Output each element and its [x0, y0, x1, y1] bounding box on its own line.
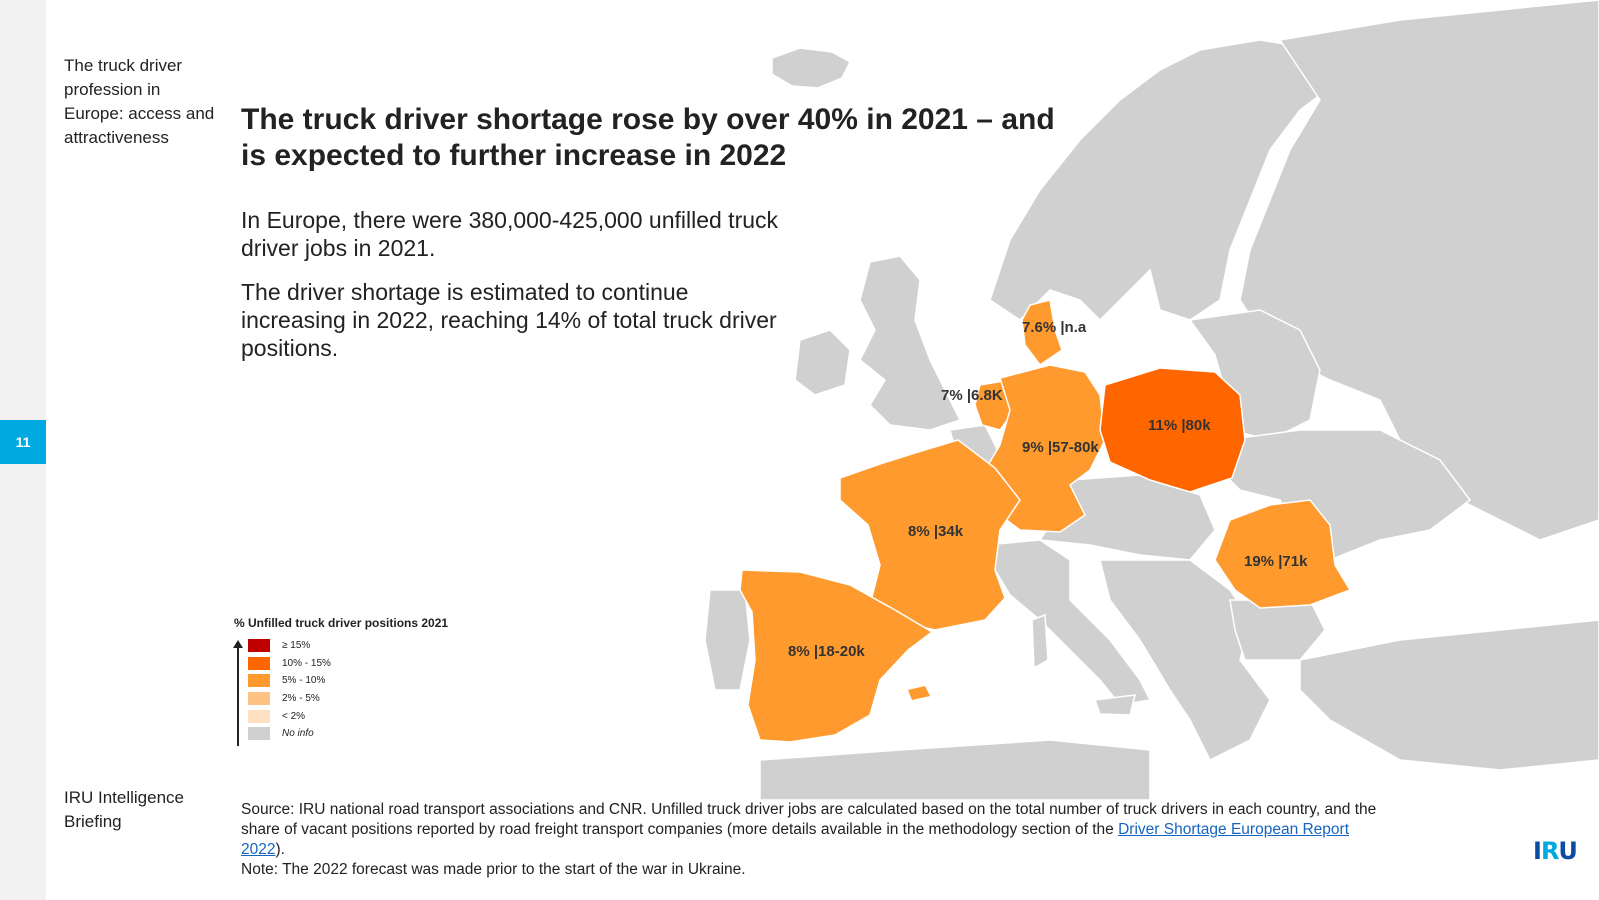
page-number-badge: 11 — [0, 420, 46, 464]
source-note: Source: IRU national road transport asso… — [241, 800, 1391, 880]
legend-label: 2% - 5% — [282, 693, 320, 705]
country-denmark — [1021, 299, 1063, 367]
country-russia — [1239, 0, 1599, 541]
source-text-end: ). — [275, 841, 285, 858]
legend-item: 10% - 15% — [248, 655, 448, 673]
country-germany — [984, 364, 1106, 533]
legend-item: < 2% — [248, 707, 448, 725]
country-ireland — [794, 329, 851, 396]
report-link[interactable]: Driver Shortage European Report 2022 — [241, 821, 1350, 858]
legend-swatch — [248, 692, 270, 706]
legend-item: ≥ 15% — [248, 637, 448, 655]
legend-swatch — [248, 639, 270, 653]
headline: The truck driver shortage rose by over 4… — [241, 103, 1055, 172]
country-balearic-islands — [908, 686, 930, 700]
country-turkey — [1299, 619, 1599, 771]
country-balkans — [1099, 559, 1271, 762]
section-title: The truck driver profession in Europe: a… — [64, 56, 215, 147]
country-sardinia-corsica — [1031, 613, 1049, 670]
paragraph-forecast: The driver shortage is estimated to cont… — [241, 279, 777, 361]
brand-label: IRU Intelligence Briefing — [64, 788, 185, 831]
country-uk — [859, 255, 962, 431]
country-spain — [739, 569, 934, 743]
country-switzerland-italy — [983, 539, 1152, 706]
country-france — [839, 439, 1021, 631]
legend-label: 5% - 10% — [282, 675, 326, 687]
legend-label: < 2% — [282, 710, 306, 722]
country-portugal — [704, 589, 751, 691]
country-baltics-belarus — [1188, 309, 1321, 441]
country-romania — [1214, 499, 1352, 609]
map-label-netherlands: 7% |6.8K — [941, 387, 1003, 404]
war-note: Note: The 2022 forecast was made prior t… — [241, 861, 746, 878]
iru-logo: IRU — [1533, 837, 1578, 865]
paragraph-unfilled-jobs: In Europe, there were 380,000-425,000 un… — [241, 207, 779, 261]
legend-swatch — [248, 727, 270, 741]
body-text: In Europe, there were 380,000-425,000 un… — [241, 206, 781, 378]
map-legend: % Unfilled truck driver positions 2021 ≥… — [233, 616, 449, 746]
country-bulgaria — [1229, 599, 1326, 661]
map-label-france: 8% |34k — [908, 523, 964, 540]
legend-swatch — [248, 674, 270, 688]
legend-label: ≥ 15% — [282, 640, 311, 652]
legend-item: 5% - 10% — [248, 672, 448, 690]
country-norway-sweden-finland — [989, 39, 1342, 322]
map-label-romania: 19% |71k — [1244, 553, 1308, 570]
legend-item: No info — [248, 725, 448, 743]
country-sicily — [1093, 694, 1136, 716]
arrow-up-icon — [233, 640, 243, 746]
country-poland — [1099, 367, 1246, 493]
legend-label: 10% - 15% — [282, 657, 331, 669]
map-label-poland: 11% |80k — [1148, 417, 1211, 434]
country-north-africa — [759, 739, 1151, 801]
map-label-germany: 9% |57-80k — [1022, 439, 1099, 456]
source-text: Source: IRU national road transport asso… — [241, 801, 1377, 838]
legend-item: 2% - 5% — [248, 690, 448, 708]
legend-swatch — [248, 656, 270, 670]
map-label-denmark: 7.6% |n.a — [1022, 319, 1087, 336]
country-ukraine — [1219, 429, 1472, 561]
map-background-countries — [704, 0, 1599, 801]
legend-label: No info — [282, 728, 314, 740]
legend-swatch — [248, 709, 270, 723]
legend-title: % Unfilled truck driver positions 2021 — [234, 616, 449, 630]
country-iceland — [771, 47, 851, 89]
map-label-spain: 8% |18-20k — [788, 643, 865, 660]
